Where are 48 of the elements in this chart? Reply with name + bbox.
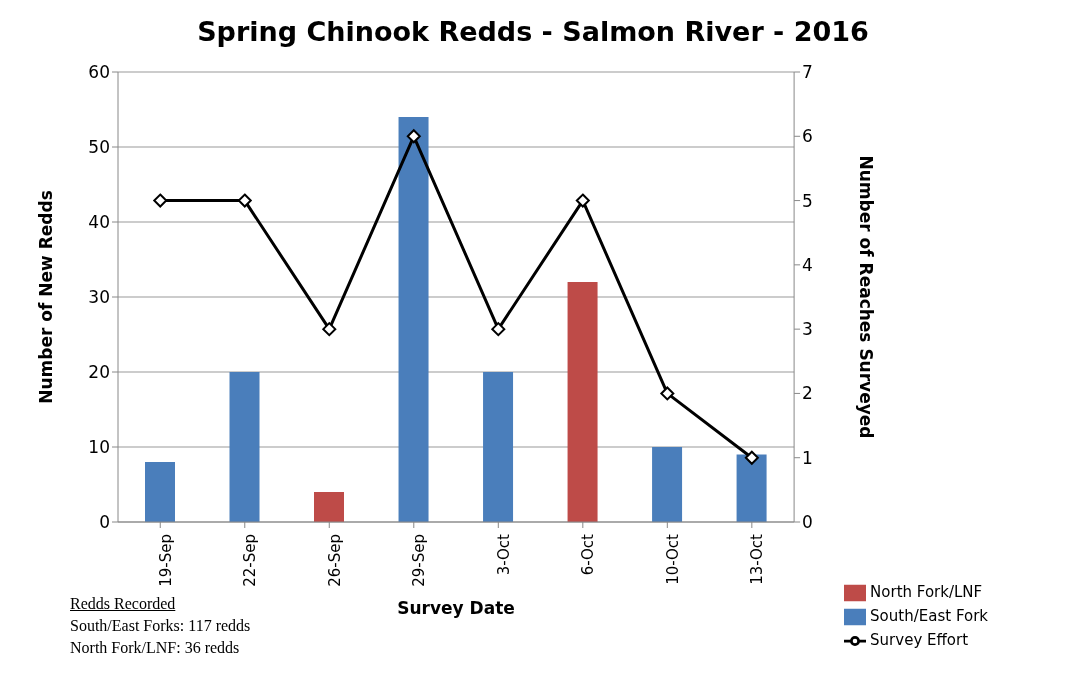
y2-tick-label: 6 xyxy=(802,126,813,147)
y2-axis-title: Number of Reaches Surveyed xyxy=(856,155,877,439)
point xyxy=(491,322,506,337)
point xyxy=(322,322,337,337)
bar xyxy=(398,117,429,522)
point xyxy=(153,193,168,208)
text: North Fork/LNF: 36 redds xyxy=(70,638,241,658)
x-axis-title: Survey Date xyxy=(397,598,515,619)
y-axis-title: Number of New Redds xyxy=(36,190,57,404)
legend-label: Survey Effort xyxy=(870,631,969,649)
y2-tick-label: 5 xyxy=(802,190,813,211)
x-tick-label: 22-Sep xyxy=(241,534,260,587)
y-tick-label: 10 xyxy=(88,437,110,458)
bar xyxy=(567,282,598,522)
y2-tick-label: 2 xyxy=(802,383,813,404)
x-tick-label: 13-Oct xyxy=(748,533,767,585)
x-tick-label: 10-Oct xyxy=(663,533,682,585)
x-tick-label: 6-Oct xyxy=(579,533,598,576)
bar xyxy=(483,372,514,522)
y-tick-label: 50 xyxy=(88,137,110,158)
x-tick-label: 3-Oct xyxy=(494,533,513,576)
point xyxy=(744,450,759,465)
x-tick-label: 19-Sep xyxy=(156,534,175,587)
y2-tick-label: 3 xyxy=(802,319,813,340)
bar xyxy=(314,492,345,522)
legend-label: South/East Fork xyxy=(870,607,988,625)
bar xyxy=(736,454,767,522)
legend-label: North Fork/LNF xyxy=(870,583,983,601)
text: South/East Forks: 117 redds xyxy=(70,616,251,636)
text: Redds Recorded xyxy=(70,594,177,614)
x-tick-label: 26-Sep xyxy=(325,534,344,587)
bar xyxy=(145,462,175,522)
y-tick-label: 20 xyxy=(88,362,110,383)
y2-tick-label: 7 xyxy=(802,62,813,83)
y-tick-label: 30 xyxy=(88,287,110,308)
point xyxy=(237,193,252,208)
y-tick-label: 40 xyxy=(88,212,110,233)
x-tick-label: 29-Sep xyxy=(410,534,429,587)
point xyxy=(406,129,421,144)
y2-tick-label: 4 xyxy=(802,254,813,275)
bar xyxy=(229,372,260,522)
point xyxy=(660,386,675,401)
y2-tick-label: 1 xyxy=(802,447,813,468)
bar xyxy=(652,447,683,522)
y-tick-label: 60 xyxy=(88,62,110,83)
chart-title: Spring Chinook Redds - Salmon River - 2016 xyxy=(196,15,870,49)
y-tick-label: 0 xyxy=(99,512,110,533)
y2-tick-label: 0 xyxy=(802,512,813,533)
